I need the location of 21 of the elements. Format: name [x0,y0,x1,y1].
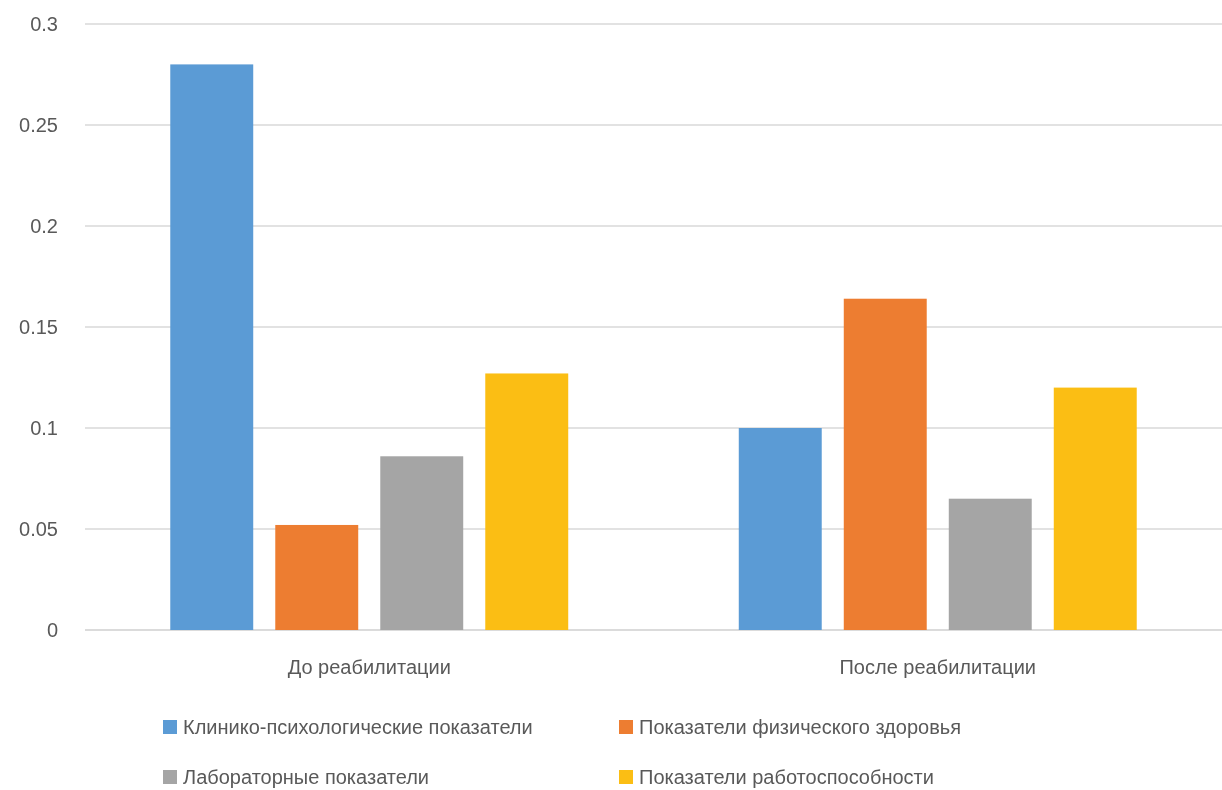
legend-label: Показатели работоспособности [639,766,934,788]
x-tick-label: После реабилитации [839,656,1037,678]
bar [1053,387,1137,630]
bar [843,298,927,630]
y-tick-label: 0.15 [19,316,58,338]
legend-label: Лабораторные показатели [183,766,430,788]
bar [485,373,569,630]
y-tick-label: 0.1 [30,417,58,439]
bar [380,456,464,630]
y-tick-label: 0 [46,619,58,641]
y-tick-label: 0.25 [19,114,58,136]
legend-label: Клинико-психологические показатели [183,716,533,738]
y-tick-label: 0.2 [30,215,58,237]
bar [948,498,1032,630]
x-tick-label: До реабилитации [287,656,451,678]
bar [275,524,359,630]
bar [170,64,254,630]
y-tick-label: 0.3 [30,13,58,35]
y-tick-label: 0.05 [19,518,58,540]
legend-label: Показатели физического здоровья [639,716,962,738]
bar [738,428,822,630]
